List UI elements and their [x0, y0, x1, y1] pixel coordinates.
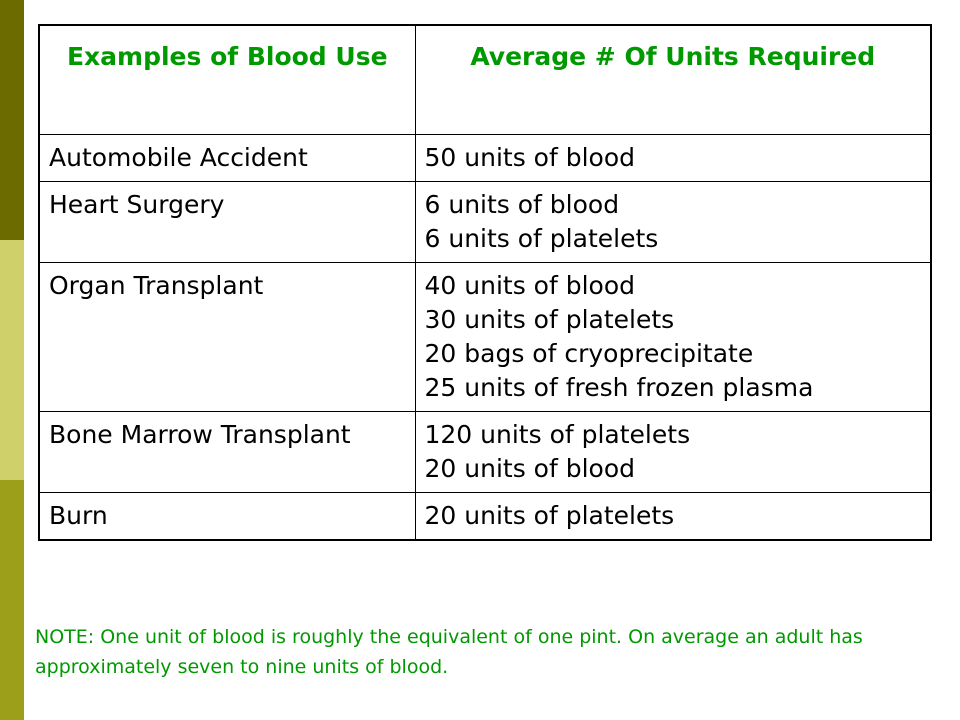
- units-line: 120 units of platelets: [424, 420, 691, 449]
- units-line: 6 units of blood: [424, 190, 620, 219]
- table-row: Bone Marrow Transplant 120 units of plat…: [38, 411, 932, 493]
- footnote: NOTE: One unit of blood is roughly the e…: [35, 626, 863, 678]
- side-accent-bar-middle: [0, 240, 24, 480]
- row-units-cell: 50 units of blood: [414, 134, 932, 182]
- header-average-units-required: Average # Of Units Required: [414, 24, 932, 135]
- units-line: 40 units of blood: [424, 271, 636, 300]
- blood-use-table: Examples of Blood Use Average # Of Units…: [38, 24, 932, 541]
- units-line: 20 bags of cryoprecipitate: [424, 339, 754, 368]
- row-units-cell: 40 units of blood 30 units of platelets …: [414, 262, 932, 412]
- side-accent-bar-top: [0, 0, 24, 240]
- row-use-cell: Heart Surgery: [38, 181, 416, 263]
- row-units-cell: 120 units of platelets 20 units of blood: [414, 411, 932, 493]
- units-line: 6 units of platelets: [424, 224, 659, 253]
- row-use-cell: Automobile Accident: [38, 134, 416, 182]
- units-line: 50 units of blood: [424, 143, 636, 172]
- table-header-row: Examples of Blood Use Average # Of Units…: [38, 24, 932, 135]
- row-units-cell: 20 units of platelets: [414, 492, 932, 541]
- row-units-cell: 6 units of blood 6 units of platelets: [414, 181, 932, 263]
- side-accent-bar-bottom: [0, 480, 24, 720]
- row-use-cell: Organ Transplant: [38, 262, 416, 412]
- header-examples-of-blood-use: Examples of Blood Use: [38, 24, 416, 135]
- units-line: 25 units of fresh frozen plasma: [424, 373, 814, 402]
- row-use-cell: Burn: [38, 492, 416, 541]
- table-row: Heart Surgery 6 units of blood 6 units o…: [38, 181, 932, 263]
- units-line: 30 units of platelets: [424, 305, 675, 334]
- units-line: 20 units of blood: [424, 454, 636, 483]
- table-row: Organ Transplant 40 units of blood 30 un…: [38, 262, 932, 412]
- table-row: Automobile Accident 50 units of blood: [38, 134, 932, 182]
- row-use-cell: Bone Marrow Transplant: [38, 411, 416, 493]
- table-row: Burn 20 units of platelets: [38, 492, 932, 541]
- units-line: 20 units of platelets: [424, 501, 675, 530]
